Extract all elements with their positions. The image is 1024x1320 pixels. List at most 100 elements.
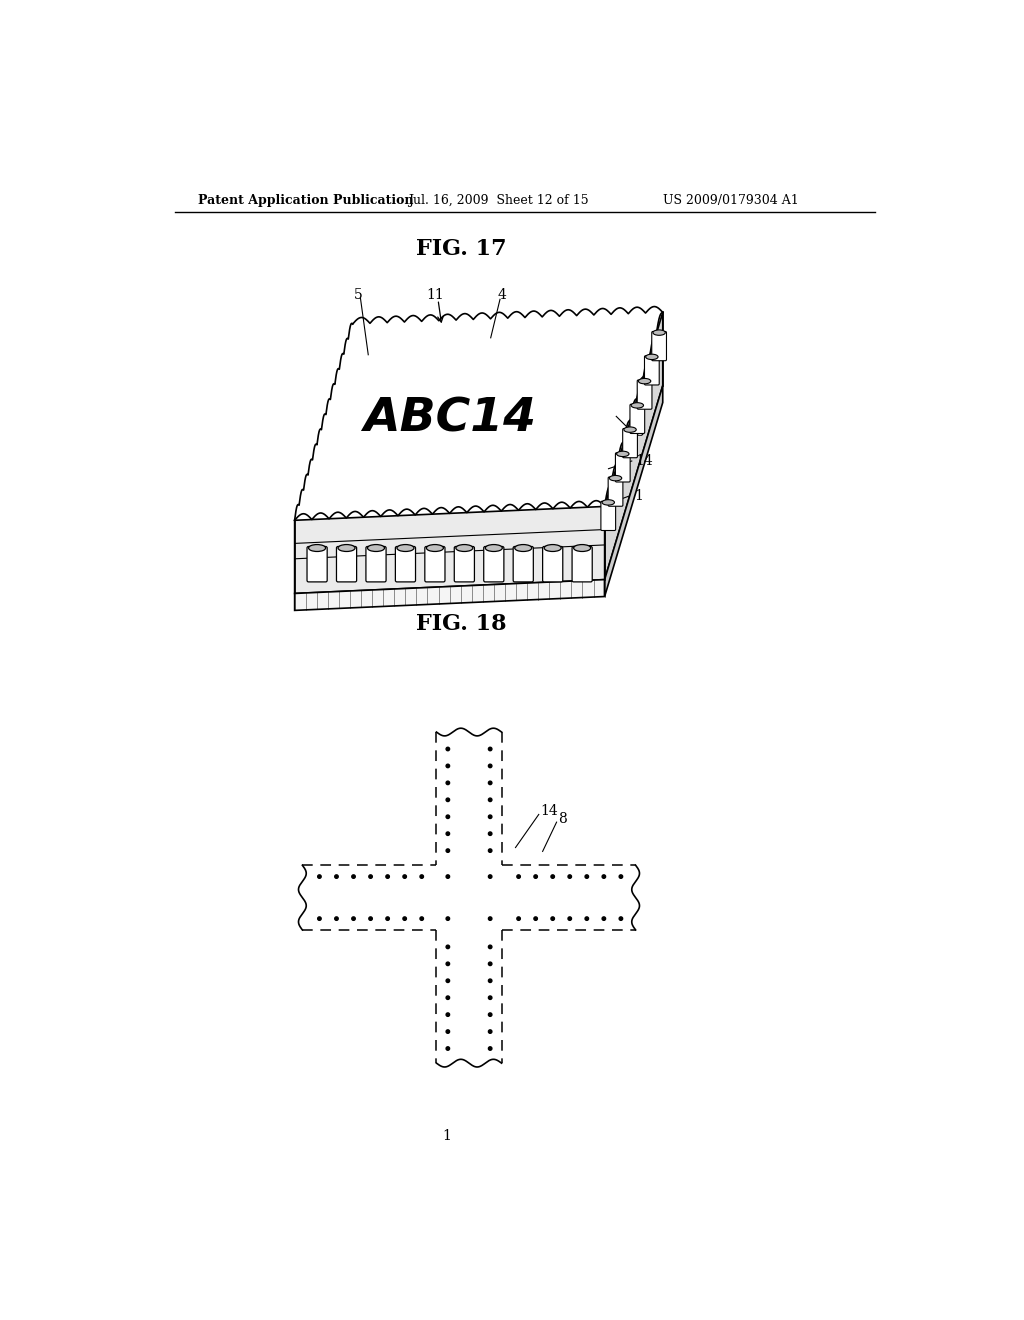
Circle shape <box>446 962 450 965</box>
Circle shape <box>446 747 450 751</box>
Circle shape <box>488 1012 492 1016</box>
Circle shape <box>369 917 373 920</box>
FancyBboxPatch shape <box>615 453 630 482</box>
Text: FIG. 17: FIG. 17 <box>416 239 507 260</box>
Ellipse shape <box>338 545 355 552</box>
Circle shape <box>446 1047 450 1051</box>
Text: Patent Application Publication: Patent Application Publication <box>198 194 414 207</box>
Circle shape <box>488 1030 492 1034</box>
Circle shape <box>488 997 492 999</box>
Ellipse shape <box>368 545 385 552</box>
Circle shape <box>488 849 492 853</box>
Text: 14: 14 <box>541 804 558 818</box>
Circle shape <box>386 917 389 920</box>
Text: 1: 1 <box>442 1130 451 1143</box>
Circle shape <box>317 917 322 920</box>
Ellipse shape <box>609 475 622 480</box>
FancyBboxPatch shape <box>455 546 474 582</box>
Text: ABC14: ABC14 <box>364 396 537 441</box>
Ellipse shape <box>426 545 443 552</box>
Ellipse shape <box>602 500 614 506</box>
Circle shape <box>488 747 492 751</box>
FancyBboxPatch shape <box>572 546 592 582</box>
Ellipse shape <box>515 545 531 552</box>
Circle shape <box>585 875 589 878</box>
Circle shape <box>602 875 605 878</box>
Text: 3: 3 <box>636 425 644 438</box>
Circle shape <box>551 875 554 878</box>
Circle shape <box>402 875 407 878</box>
Circle shape <box>551 917 554 920</box>
Circle shape <box>446 945 450 949</box>
Circle shape <box>534 875 538 878</box>
Ellipse shape <box>573 545 591 552</box>
Circle shape <box>446 997 450 999</box>
Circle shape <box>488 764 492 768</box>
Circle shape <box>488 945 492 949</box>
Text: 11: 11 <box>427 289 444 302</box>
Ellipse shape <box>397 545 414 552</box>
FancyBboxPatch shape <box>307 546 328 582</box>
Circle shape <box>488 979 492 982</box>
Text: Jul. 16, 2009  Sheet 12 of 15: Jul. 16, 2009 Sheet 12 of 15 <box>409 194 589 207</box>
Circle shape <box>446 799 450 801</box>
Text: 14: 14 <box>636 454 653 469</box>
Circle shape <box>317 875 322 878</box>
Circle shape <box>620 875 623 878</box>
Circle shape <box>534 917 538 920</box>
Circle shape <box>620 917 623 920</box>
Circle shape <box>517 917 520 920</box>
Circle shape <box>402 917 407 920</box>
FancyBboxPatch shape <box>543 546 563 582</box>
FancyBboxPatch shape <box>637 380 652 409</box>
Circle shape <box>488 814 492 818</box>
Ellipse shape <box>646 354 658 359</box>
Circle shape <box>446 917 450 920</box>
FancyBboxPatch shape <box>630 404 645 433</box>
FancyBboxPatch shape <box>337 546 356 582</box>
Circle shape <box>488 832 492 836</box>
FancyBboxPatch shape <box>483 546 504 582</box>
FancyBboxPatch shape <box>644 355 659 385</box>
Circle shape <box>386 875 389 878</box>
Circle shape <box>488 1047 492 1051</box>
Text: FIG. 18: FIG. 18 <box>416 614 507 635</box>
Circle shape <box>602 917 605 920</box>
FancyBboxPatch shape <box>366 546 386 582</box>
Text: 8: 8 <box>558 812 567 826</box>
Circle shape <box>446 814 450 818</box>
Polygon shape <box>295 306 663 520</box>
Ellipse shape <box>631 403 643 408</box>
FancyBboxPatch shape <box>601 502 615 531</box>
Circle shape <box>488 962 492 965</box>
Ellipse shape <box>456 545 473 552</box>
Circle shape <box>568 917 571 920</box>
Circle shape <box>446 1030 450 1034</box>
Circle shape <box>488 917 492 920</box>
Text: 5: 5 <box>354 289 362 302</box>
Text: US 2009/0179304 A1: US 2009/0179304 A1 <box>663 194 799 207</box>
Circle shape <box>420 917 424 920</box>
Polygon shape <box>604 313 663 579</box>
Circle shape <box>488 875 492 878</box>
FancyBboxPatch shape <box>651 331 667 360</box>
Circle shape <box>568 875 571 878</box>
Circle shape <box>488 781 492 784</box>
FancyBboxPatch shape <box>513 546 534 582</box>
Circle shape <box>369 875 373 878</box>
Circle shape <box>446 764 450 768</box>
Ellipse shape <box>653 330 666 335</box>
FancyBboxPatch shape <box>608 477 623 507</box>
Circle shape <box>446 781 450 784</box>
Ellipse shape <box>308 545 326 552</box>
FancyBboxPatch shape <box>425 546 445 582</box>
Ellipse shape <box>638 379 651 384</box>
Circle shape <box>517 875 520 878</box>
FancyBboxPatch shape <box>623 429 637 458</box>
Circle shape <box>420 875 424 878</box>
Circle shape <box>446 849 450 853</box>
Circle shape <box>352 917 355 920</box>
Circle shape <box>446 832 450 836</box>
Circle shape <box>446 1012 450 1016</box>
Circle shape <box>352 875 355 878</box>
